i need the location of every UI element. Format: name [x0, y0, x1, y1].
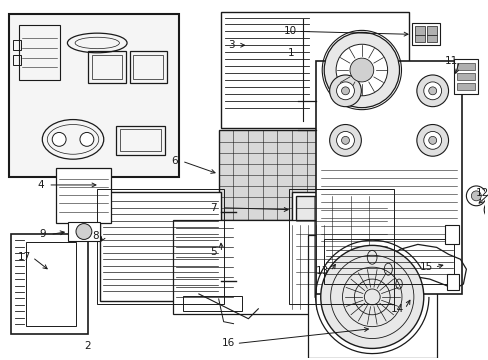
Bar — [56, 168, 110, 222]
Bar — [315, 61, 462, 294]
Text: 14: 14 — [389, 304, 403, 314]
Text: 15: 15 — [419, 262, 432, 272]
Bar — [411, 23, 439, 45]
Text: 11: 11 — [444, 56, 457, 66]
Circle shape — [423, 131, 441, 149]
Circle shape — [416, 75, 447, 107]
Text: 10: 10 — [283, 26, 296, 36]
Circle shape — [470, 191, 480, 201]
Bar — [220, 12, 408, 129]
Bar — [68, 222, 100, 242]
Circle shape — [76, 224, 92, 239]
Bar — [414, 35, 424, 42]
Bar — [426, 35, 436, 42]
Bar — [173, 220, 370, 314]
Bar — [444, 225, 459, 244]
Circle shape — [324, 32, 399, 108]
Circle shape — [80, 132, 94, 146]
Circle shape — [336, 131, 354, 149]
Text: 1: 1 — [287, 48, 294, 58]
Circle shape — [466, 186, 485, 206]
Text: 4: 4 — [37, 180, 43, 190]
Text: 17: 17 — [18, 252, 31, 262]
Circle shape — [341, 87, 349, 95]
Bar — [288, 189, 393, 304]
Text: 6: 6 — [170, 156, 177, 166]
Bar — [11, 234, 88, 334]
Bar — [88, 51, 125, 83]
Text: 13: 13 — [315, 266, 328, 276]
Bar — [100, 192, 220, 301]
Circle shape — [341, 136, 349, 144]
Circle shape — [416, 125, 447, 156]
Bar — [92, 55, 122, 79]
Circle shape — [52, 132, 66, 146]
Circle shape — [329, 75, 361, 107]
Bar — [13, 40, 20, 50]
Circle shape — [335, 44, 387, 96]
Bar — [26, 242, 76, 326]
Bar — [457, 73, 474, 80]
Bar — [19, 26, 60, 80]
Bar — [295, 196, 386, 297]
Circle shape — [428, 87, 436, 95]
Bar — [13, 55, 20, 65]
Bar — [457, 83, 474, 90]
Text: 16: 16 — [222, 338, 235, 348]
Text: 5: 5 — [210, 247, 217, 257]
Bar — [218, 130, 365, 220]
Circle shape — [423, 82, 441, 100]
Bar — [120, 130, 161, 151]
Bar — [446, 274, 459, 290]
Bar — [323, 239, 453, 284]
Bar — [457, 63, 474, 70]
Bar — [9, 14, 179, 177]
Circle shape — [320, 246, 423, 348]
Bar — [183, 296, 242, 311]
Text: 12: 12 — [475, 188, 488, 198]
Text: 2: 2 — [84, 342, 91, 351]
Bar — [426, 26, 436, 35]
Text: 7: 7 — [210, 203, 217, 213]
Circle shape — [329, 125, 361, 156]
Bar — [129, 51, 167, 83]
Bar — [115, 126, 165, 155]
Text: 3: 3 — [228, 40, 234, 50]
Bar — [453, 59, 477, 94]
Bar — [414, 26, 424, 35]
Bar — [97, 189, 223, 304]
Bar — [307, 235, 436, 358]
Bar — [291, 192, 390, 301]
Circle shape — [428, 136, 436, 144]
Circle shape — [336, 82, 354, 100]
Text: 8: 8 — [92, 231, 99, 242]
Circle shape — [349, 58, 373, 82]
Bar — [133, 55, 163, 79]
Circle shape — [483, 200, 488, 220]
Text: 9: 9 — [39, 229, 45, 239]
